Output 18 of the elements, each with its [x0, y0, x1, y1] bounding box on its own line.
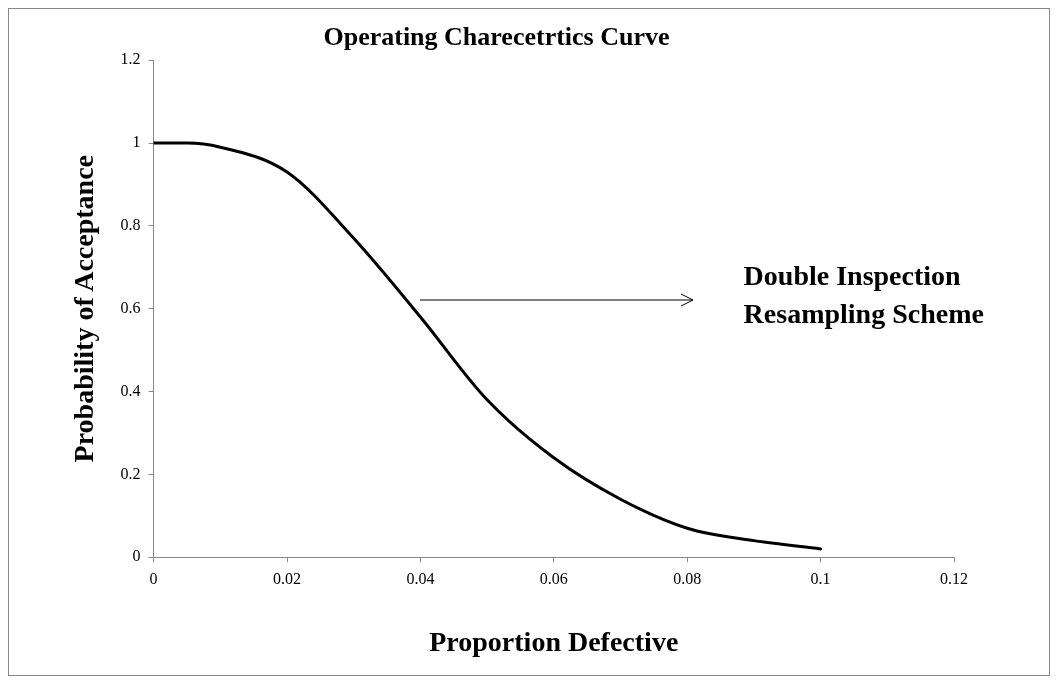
x-tick-label: 0.08	[673, 570, 702, 587]
y-tick-label: 1	[132, 133, 141, 151]
y-tick-label: 0	[132, 547, 141, 565]
y-tick-label: 0.6	[120, 298, 141, 316]
x-tick-label: 0	[149, 570, 158, 587]
y-tick-label: 0.4	[120, 381, 141, 399]
y-tick-label: 0.2	[120, 464, 141, 482]
x-tick-label: 0.02	[273, 570, 301, 587]
y-axis-title: Probability of Acceptance	[68, 154, 100, 463]
y-tick-label: 0.8	[120, 216, 141, 234]
x-tick-label: 0.1	[810, 570, 831, 587]
annotation: Double Inspection Resampling Scheme	[743, 260, 984, 330]
x-tick-label: 0.06	[539, 570, 568, 587]
x-tick-label: 0.12	[940, 570, 968, 587]
y-tick-label: 1.2	[120, 50, 141, 68]
chart-title: Operating Charecetrtics Curve	[323, 22, 670, 52]
x-axis-title: Proportion Defective	[429, 626, 679, 658]
x-tick-label: 0.04	[406, 570, 435, 587]
